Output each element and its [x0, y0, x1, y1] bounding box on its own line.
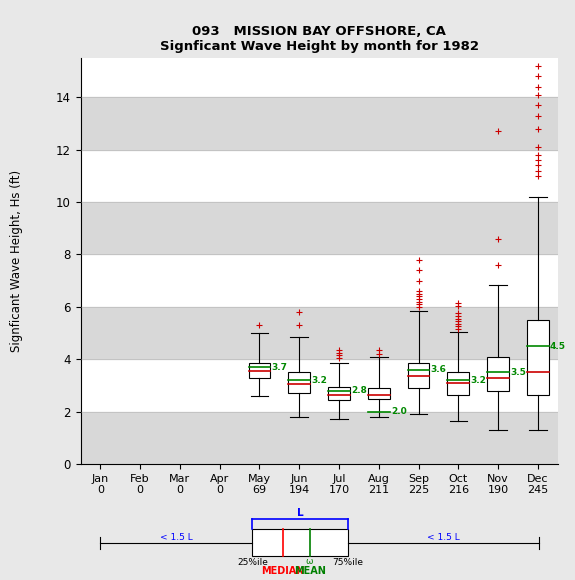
Bar: [252, 530, 348, 556]
Bar: [81, 202, 558, 255]
Text: ω: ω: [306, 557, 313, 566]
Text: 3.5: 3.5: [510, 368, 526, 377]
Bar: [368, 388, 390, 398]
Text: 3.6: 3.6: [431, 365, 447, 374]
Y-axis label: Signficant Wave Height, Hs (ft): Signficant Wave Height, Hs (ft): [10, 170, 23, 352]
Text: MEDIAN: MEDIAN: [261, 566, 305, 577]
Text: L: L: [297, 508, 304, 518]
Text: 75%ile: 75%ile: [332, 558, 363, 567]
Bar: [527, 320, 549, 394]
Bar: [81, 307, 558, 359]
Text: < 1.5 L: < 1.5 L: [160, 533, 192, 542]
Bar: [447, 372, 469, 394]
Text: 3.7: 3.7: [271, 362, 288, 372]
Text: 2.8: 2.8: [351, 386, 367, 395]
Text: 3.2: 3.2: [312, 376, 327, 385]
Title: 093   MISSION BAY OFFSHORE, CA
Signficant Wave Height by month for 1982: 093 MISSION BAY OFFSHORE, CA Signficant …: [160, 25, 478, 53]
Text: < 1.5 L: < 1.5 L: [427, 533, 459, 542]
Text: 3.2: 3.2: [470, 376, 486, 385]
Bar: [248, 363, 270, 378]
Text: 4.5: 4.5: [550, 342, 566, 351]
Bar: [487, 357, 509, 391]
Text: 25%ile: 25%ile: [237, 558, 268, 567]
Bar: [288, 372, 310, 393]
Text: MEAN: MEAN: [294, 566, 325, 577]
Bar: [81, 412, 558, 464]
Bar: [328, 387, 350, 400]
Text: 2.0: 2.0: [391, 407, 407, 416]
Bar: [408, 363, 430, 388]
Bar: [81, 97, 558, 150]
